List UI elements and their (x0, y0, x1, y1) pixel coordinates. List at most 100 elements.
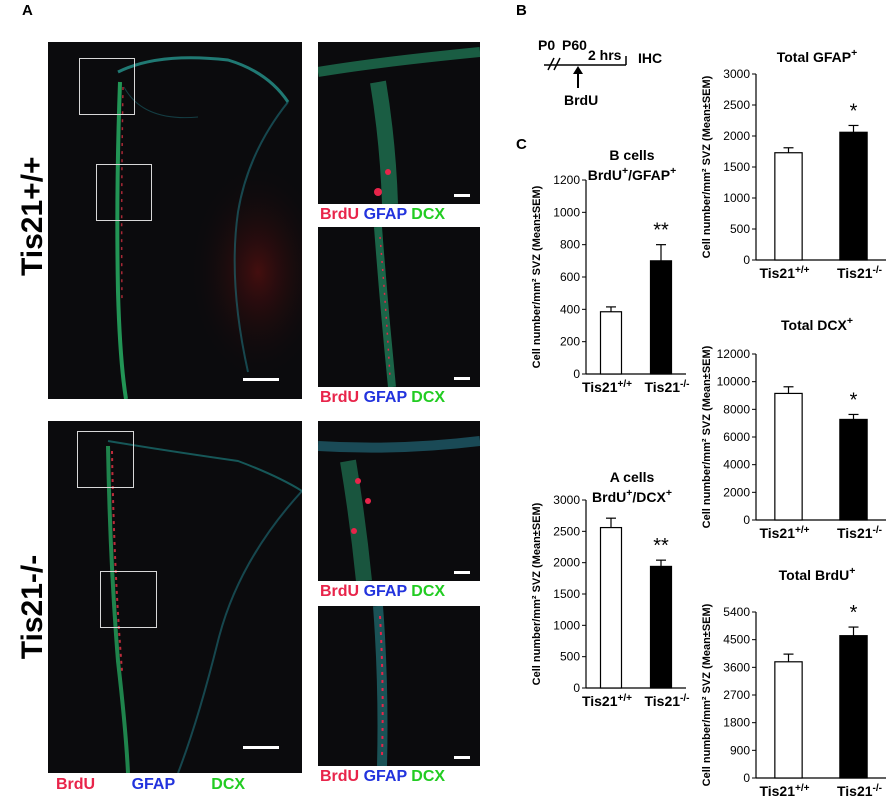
y-tick-label: 2000 (723, 485, 750, 499)
significance-marker: * (850, 100, 858, 122)
chart-subtitle: BrdU+/GFAP+ (588, 165, 677, 183)
stain-legend-wt-inset2: BrdU GFAP DCX (320, 389, 446, 406)
row-label-wt: Tis21+/+ (16, 156, 49, 276)
significance-marker: ** (653, 535, 669, 557)
bar-wt (774, 392, 803, 521)
selection-box-lateral (100, 571, 157, 628)
y-tick-label: 3000 (723, 67, 750, 81)
y-tick-label: 0 (573, 367, 580, 381)
timeline-diagram: P0 P60 2 hrs IHC BrdU (538, 37, 662, 108)
y-tick-label: 10000 (717, 375, 751, 389)
y-tick-label: 2000 (553, 556, 580, 570)
category-label: Tis21-/- (837, 783, 882, 800)
category-label: Tis21+/+ (582, 379, 632, 396)
selection-box-dorsal (79, 58, 135, 115)
bar-wt (599, 526, 623, 689)
y-axis-label: Cell number/mm² SVZ (Mean±SEM) (531, 502, 543, 685)
panel-label-b: B (516, 2, 527, 19)
timeline-ihc: IHC (638, 50, 662, 66)
scale-bar (243, 378, 279, 381)
y-tick-label: 1000 (553, 618, 580, 632)
category-label: Tis21-/- (837, 525, 882, 542)
scale-bar (454, 756, 470, 759)
significance-marker: ** (653, 220, 669, 242)
scale-bar (454, 377, 470, 380)
y-tick-label: 8000 (723, 402, 750, 416)
category-label: Tis21-/- (644, 379, 689, 396)
y-tick-label: 1500 (553, 587, 580, 601)
chart-title: A cells (610, 469, 655, 485)
micrograph-ko-inset-dorsal (318, 421, 480, 581)
micrograph-wt-overview (48, 42, 302, 399)
timeline-brdu: BrdU (564, 92, 598, 108)
panel-label-a: A (22, 2, 33, 19)
y-tick-label: 400 (560, 302, 580, 316)
chart-plot-area: 0 500 1000 1500 2000 2500 3000 Tis21+/+ Tis21-/-… (701, 47, 886, 281)
y-tick-label: 2000 (723, 129, 750, 143)
micrograph-wt-inset-lateral (318, 227, 480, 387)
chart-plot-area: 0 900 1800 2700 3600 4500 5400 Tis21+/+ Tis21-/-… (701, 565, 886, 799)
y-tick-label: 1000 (553, 205, 580, 219)
stain-legend-ko-inset2: BrdU GFAP DCX (320, 768, 446, 785)
timeline-p0: P0 (538, 37, 555, 53)
bar-ko (839, 131, 868, 261)
category-label: Tis21+/+ (582, 693, 632, 710)
y-tick-label: 900 (730, 743, 750, 757)
timeline-p60: P60 (562, 37, 587, 53)
y-axis-label: Cell number/mm² SVZ (Mean±SEM) (531, 185, 543, 368)
micrograph-wt-inset-dorsal (318, 42, 480, 204)
chart-total-brdu: 0 900 1800 2700 3600 4500 5400 Tis21+/+ Tis21-/-… (701, 565, 886, 799)
category-label: Tis21+/+ (759, 265, 809, 282)
selection-box-dorsal (77, 431, 134, 488)
y-tick-label: 0 (743, 771, 750, 785)
y-tick-label: 4000 (723, 458, 750, 472)
chart-title: Total DCX+ (781, 315, 853, 333)
y-tick-label: 0 (743, 253, 750, 267)
y-tick-label: 3600 (723, 660, 750, 674)
y-tick-label: 1200 (553, 173, 580, 187)
y-tick-label: 1000 (723, 191, 750, 205)
row-label-ko: Tis21-/- (16, 554, 49, 660)
bar-ko (839, 635, 868, 779)
panel-label-c: C (516, 136, 527, 153)
y-tick-label: 2500 (723, 98, 750, 112)
scale-bar (454, 194, 470, 197)
y-tick-label: 2500 (553, 524, 580, 538)
chart-title: Total GFAP+ (777, 47, 858, 65)
category-label: Tis21+/+ (759, 525, 809, 542)
y-tick-label: 200 (560, 335, 580, 349)
chart-plot-area: 0 200 400 600 800 1000 1200 Tis21+/+ Tis21-/- ** B… (531, 147, 690, 395)
y-tick-label: 0 (743, 513, 750, 527)
micrograph-ko-inset-lateral (318, 606, 480, 766)
category-label: Tis21+/+ (759, 783, 809, 800)
chart-plot-area: 0 500 1000 1500 2000 2500 3000 Tis21+/+ Tis21-/-… (531, 469, 690, 709)
y-tick-label: 3000 (553, 493, 580, 507)
y-tick-label: 0 (573, 681, 580, 695)
chart-title: B cells (609, 147, 654, 163)
stain-legend-wt-inset1: BrdU GFAP DCX (320, 206, 446, 223)
y-axis-label: Cell number/mm² SVZ (Mean±SEM) (701, 603, 713, 786)
y-tick-label: 600 (560, 270, 580, 284)
y-tick-label: 800 (560, 238, 580, 252)
selection-box-lateral (96, 164, 152, 221)
stain-legend-ko-overview: BrdU GFAP DCX (56, 776, 246, 793)
bar-wt (774, 152, 803, 261)
chart-total-gfap: 0 500 1000 1500 2000 2500 3000 Tis21+/+ Tis21-/-… (701, 47, 886, 281)
chart-subtitle: BrdU+/DCX+ (592, 487, 672, 505)
chart-b-cells: 0 200 400 600 800 1000 1200 Tis21+/+ Tis21-/- ** B… (531, 147, 690, 395)
timeline-duration: 2 hrs (588, 47, 622, 63)
category-label: Tis21-/- (644, 693, 689, 710)
chart-total-dcx: 0 2000 4000 6000 8000 10000 12000 Tis21+/+ Tis21… (701, 315, 886, 542)
y-tick-label: 1800 (723, 716, 750, 730)
y-axis-label: Cell number/mm² SVZ (Mean±SEM) (701, 75, 713, 258)
stain-legend-ko-inset1: BrdU GFAP DCX (320, 583, 446, 600)
y-tick-label: 2700 (723, 688, 750, 702)
y-tick-label: 500 (560, 650, 580, 664)
scale-bar (243, 746, 279, 749)
significance-marker: * (850, 602, 858, 624)
y-axis-label: Cell number/mm² SVZ (Mean±SEM) (701, 345, 713, 528)
y-tick-label: 6000 (723, 430, 750, 444)
y-tick-label: 4500 (723, 633, 750, 647)
chart-title: Total BrdU+ (779, 565, 856, 583)
bar-ko (649, 260, 673, 375)
